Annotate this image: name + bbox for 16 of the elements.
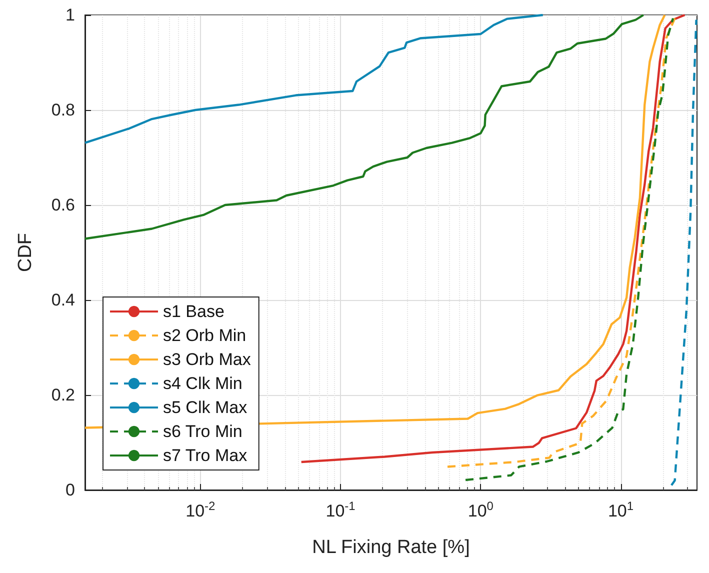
legend-label: s5 Clk Max bbox=[163, 398, 248, 417]
legend-label: s7 Tro Max bbox=[163, 446, 248, 465]
y-tick-label: 0.4 bbox=[51, 290, 75, 310]
y-axis-title: CDF bbox=[15, 232, 36, 272]
line-series bbox=[670, 18, 698, 486]
legend-label: s4 Clk Min bbox=[163, 374, 242, 393]
legend-label: s2 Orb Min bbox=[163, 326, 246, 345]
y-tick-label: 1 bbox=[66, 6, 75, 24]
legend-label: s3 Orb Max bbox=[163, 350, 252, 369]
legend-label: s6 Tro Min bbox=[163, 422, 242, 441]
x-axis-title: NL Fixing Rate [%] bbox=[312, 537, 470, 558]
y-tick-label: 0.8 bbox=[51, 100, 75, 120]
legend-label: s1 Base bbox=[163, 302, 224, 321]
y-tick-label: 0.2 bbox=[51, 386, 75, 404]
y-tick-label: 0 bbox=[66, 480, 75, 500]
y-tick-label: 0.6 bbox=[51, 196, 75, 214]
